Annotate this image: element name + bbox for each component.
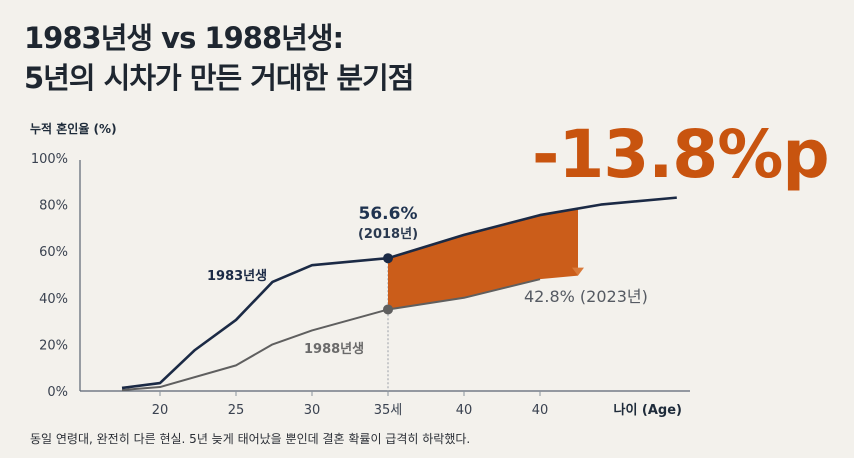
y-axis-label: 누적 혼인율 (%) [30,122,117,136]
page-title: 1983년생 vs 1988년생: 5년의 시차가 만든 거대한 분기점 [24,18,414,98]
caption: 동일 연령대, 완전히 다른 현실. 5년 늦게 태어났을 뿐인데 결혼 확률이… [30,432,471,446]
title-line-1: 1983년생 vs 1988년생: [24,21,344,55]
annotation-1983-year: (2018년) [358,227,418,242]
annotation-1988-value: 42.8% (2023년) [524,287,648,306]
y-tick-label: 60% [39,245,68,260]
gap-headline: -13.8%p [532,116,830,193]
x-tick-label: 40 [532,403,549,418]
x-tick-label: 20 [152,403,169,418]
y-tick-label: 80% [39,199,68,214]
x-tick-label: 30 [304,403,321,418]
series-1988-line [121,278,541,392]
gap-arrow-head [572,267,584,276]
y-tick-label: 20% [39,338,68,353]
gap-band [388,208,578,310]
series-label-1988: 1988년생 [304,342,364,357]
y-tick-label: 0% [47,385,68,400]
y-tick-label: 100% [31,152,68,167]
annotation-1983-value: 56.6% [359,204,418,224]
series-label-1983: 1983년생 [207,269,267,284]
x-axis-label: 나이 (Age) [613,402,682,418]
y-tick-label: 40% [39,292,68,307]
x-tick-label: 40 [456,403,473,418]
series-1983-line [121,196,677,390]
marker-1983-35 [383,253,393,264]
marker-1988-35 [383,304,393,315]
x-tick-label: 35세 [374,403,403,418]
x-tick-label: 25 [228,403,245,418]
title-line-2: 5년의 시차가 만든 거대한 분기점 [24,61,414,95]
